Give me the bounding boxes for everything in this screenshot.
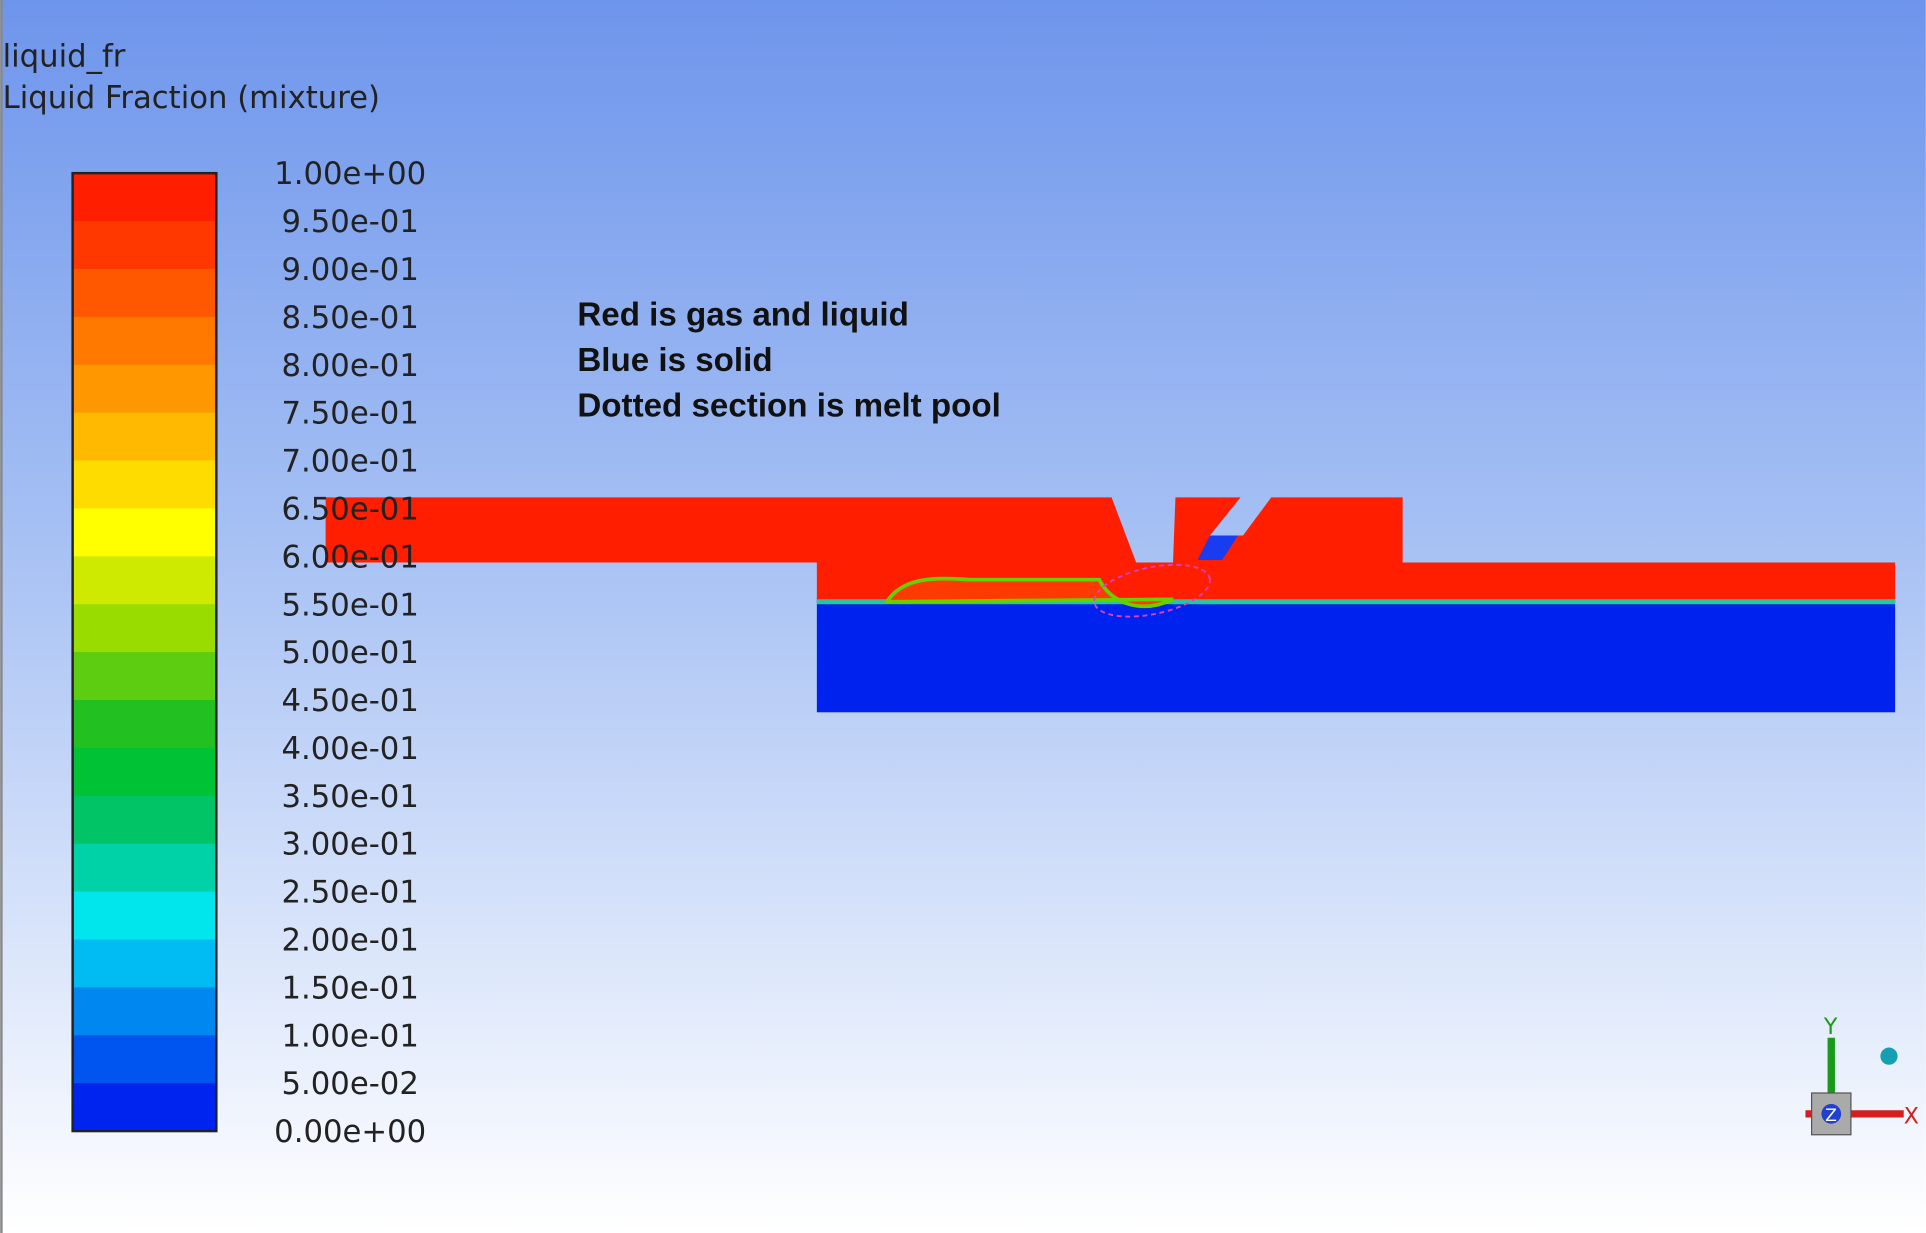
z-axis-label: Z (1825, 1106, 1837, 1126)
colorbar-band (72, 268, 217, 318)
axis-triad: Y X Z (1805, 1014, 1919, 1136)
melt-pool-marker (1093, 563, 1211, 618)
legend-label: 7.50e-01 (282, 397, 419, 432)
colorbar-frame (71, 171, 218, 1133)
variable-name: liquid_fr (3, 39, 126, 74)
colorbar-band (72, 1083, 217, 1132)
colorbar-band (72, 939, 217, 988)
annotation: Dotted section is melt pool (577, 387, 1001, 424)
colorbar-band (72, 891, 217, 941)
colorbar (72, 173, 217, 1132)
colorbar-band (72, 412, 217, 462)
legend-label: 1.50e-01 (282, 971, 419, 1006)
legend-label: 9.50e-01 (282, 205, 419, 240)
colorbar-band (72, 604, 217, 653)
legend-label: 0.00e+00 (274, 1115, 426, 1150)
melt-bead (883, 576, 1174, 609)
legend-label: 1.00e-01 (282, 1019, 419, 1054)
legend-label: 2.00e-01 (282, 924, 419, 959)
legend-label: 4.50e-01 (282, 684, 419, 719)
colorbar-band (72, 987, 217, 1036)
contour-title: Liquid Fraction (mixture) (3, 81, 380, 116)
z-axis-dot (1821, 1104, 1842, 1124)
gas-liquid-region (325, 497, 1896, 600)
interface (816, 596, 1896, 605)
colorbar-band (72, 221, 217, 270)
legend-label: 7.00e-01 (282, 445, 419, 480)
annotation: Blue is solid (577, 342, 772, 379)
legend-label: 8.00e-01 (282, 349, 419, 384)
colorbar-band (72, 747, 217, 797)
colorbar-band (72, 843, 217, 893)
colorbar-band (72, 460, 217, 510)
legend-label: 3.50e-01 (282, 780, 419, 815)
legend-label: 4.00e-01 (282, 732, 419, 767)
geometry (325, 497, 1896, 713)
colorbar-band (72, 316, 217, 366)
legend-label: 1.00e+00 (274, 157, 426, 192)
colorbar-band (72, 556, 217, 605)
legend-label: 3.00e-01 (282, 828, 419, 863)
legend-label: 6.00e-01 (282, 540, 419, 575)
colorbar-band (72, 364, 217, 414)
nozzle-solid (1197, 535, 1239, 561)
y-axis-label: Y (1823, 1014, 1838, 1040)
triad-light (1880, 1047, 1898, 1065)
colorbar-band (72, 795, 217, 845)
legend-label: 6.50e-01 (282, 492, 419, 527)
legend-label: 5.00e-02 (282, 1067, 419, 1102)
legend-label: 8.50e-01 (282, 301, 419, 336)
colorbar-band (72, 173, 217, 222)
legend-label: 9.00e-01 (282, 253, 419, 288)
legend-label: 5.00e-01 (282, 636, 419, 671)
colorbar-band (72, 508, 217, 557)
colorbar-band (72, 652, 217, 701)
solid-region (816, 599, 1896, 713)
legend-label: 5.50e-01 (282, 588, 419, 623)
x-axis-label: X (1904, 1104, 1919, 1130)
annotation: Red is gas and liquid (577, 296, 908, 333)
legend-label: 2.50e-01 (282, 876, 419, 911)
colorbar-band (72, 1035, 217, 1084)
colorbar-band (72, 700, 217, 749)
